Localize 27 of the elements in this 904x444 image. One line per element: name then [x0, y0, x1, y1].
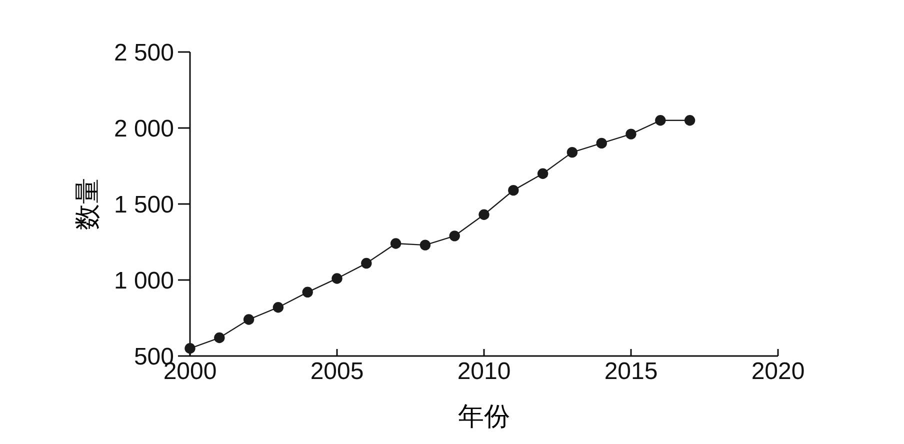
- point: [420, 240, 431, 250]
- x-tick-label: 2020: [751, 358, 805, 386]
- x-tick-label: 2015: [604, 358, 658, 386]
- point: [684, 115, 696, 126]
- point: [272, 302, 284, 313]
- x-tick-label: 2005: [310, 358, 364, 386]
- point: [478, 209, 490, 220]
- point: [537, 168, 548, 179]
- point: [243, 314, 254, 325]
- point: [655, 115, 666, 126]
- point: [449, 230, 460, 242]
- point: [508, 184, 519, 196]
- point: [214, 332, 225, 344]
- y-tick-label: 2 500: [114, 39, 174, 66]
- y-tick-label: 1 500: [114, 191, 174, 218]
- x-tick-label: 2010: [457, 358, 511, 386]
- point: [390, 238, 402, 249]
- point: [361, 258, 372, 269]
- point: [302, 286, 313, 298]
- y-axis-title: 数量: [72, 178, 102, 230]
- point: [626, 128, 636, 140]
- point: [566, 146, 578, 158]
- y-tick-label: 2 000: [114, 115, 174, 142]
- point: [332, 273, 342, 284]
- y-tick-label: 1 000: [114, 267, 174, 294]
- point: [596, 138, 607, 149]
- x-axis-title: 年份: [458, 401, 510, 431]
